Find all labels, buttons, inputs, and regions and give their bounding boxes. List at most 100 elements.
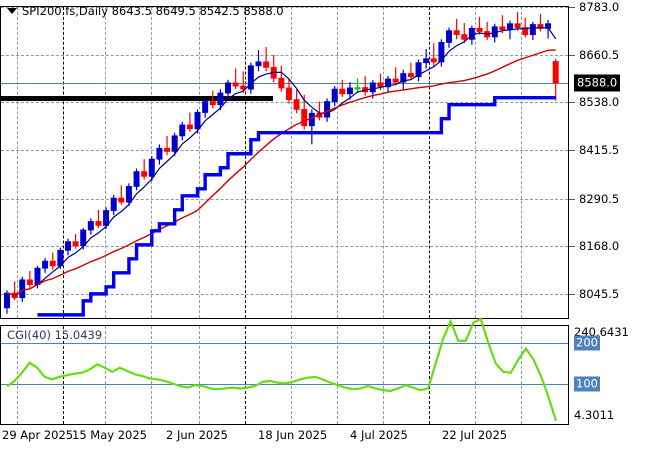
candlestick (430, 43, 437, 66)
candlestick (141, 159, 148, 180)
date-gridline (521, 326, 522, 424)
candlestick (240, 71, 247, 94)
current-price-line (1, 82, 568, 84)
candlestick (339, 79, 346, 97)
indicator-axis[interactable]: 240.6431 4.3011 200 100 (569, 325, 660, 425)
price-tick-mark (569, 150, 575, 152)
candlestick (385, 75, 392, 94)
price-tick-label: 8660.5 (579, 47, 620, 62)
candlestick (103, 207, 110, 230)
price-gridline (1, 246, 568, 248)
date-axis[interactable]: 29 Apr 2025 15 May 2025 2 Jun 2025 18 Jun 2… (0, 425, 660, 450)
candlestick (19, 276, 26, 303)
date-gridline (383, 7, 384, 318)
price-tick-mark (569, 102, 575, 104)
price-gridline (1, 54, 568, 56)
price-tick-label: 8045.5 (579, 287, 620, 302)
price-tick-label: 8538.0 (579, 95, 620, 110)
date-gridline (17, 7, 18, 318)
triangle-down-icon[interactable] (7, 8, 17, 14)
price-gridline (1, 294, 568, 296)
candlestick (438, 39, 445, 67)
symbol-period-quote: SPI200.fs,Daily 8643.5 8649.5 8542.5 858… (22, 4, 284, 18)
candlestick (514, 12, 521, 31)
cci-min-label: 4.3011 (574, 408, 615, 422)
candlestick (171, 132, 178, 157)
date-gridline (105, 7, 106, 318)
date-gridline (151, 326, 152, 424)
candlestick (362, 76, 369, 96)
candlestick (202, 98, 209, 118)
date-tick-label: 2 Jun 2025 (166, 428, 228, 442)
candlestick (392, 67, 399, 86)
candlestick (156, 144, 163, 165)
candlestick (209, 90, 216, 109)
candlestick (423, 49, 430, 69)
candlestick (217, 89, 224, 111)
month-separator (429, 326, 430, 424)
candlestick (415, 59, 422, 82)
price-tick-mark (569, 198, 575, 200)
price-gridline (1, 150, 568, 152)
price-tick-label: 8783.0 (579, 0, 620, 14)
candlestick (529, 21, 536, 41)
candlestick (11, 281, 18, 301)
candlestick (545, 19, 552, 39)
resistance-trendline[interactable] (1, 96, 273, 102)
candlestick (285, 79, 292, 104)
price-tick-mark (569, 7, 575, 8)
month-separator (245, 7, 246, 318)
date-gridline (199, 7, 200, 318)
date-gridline (383, 326, 384, 424)
candlestick (179, 121, 186, 141)
date-tick-label: 22 Jul 2025 (442, 428, 508, 442)
candlestick (270, 54, 277, 83)
date-gridline (475, 7, 476, 318)
candlestick (125, 183, 132, 206)
candlestick (42, 258, 49, 273)
date-gridline (337, 7, 338, 318)
price-gridline (1, 198, 568, 200)
candlestick (263, 47, 270, 72)
cci-level-line (1, 384, 568, 386)
cci-plot (6, 317, 558, 422)
price-tick-mark (569, 54, 575, 56)
price-tick-mark (569, 246, 575, 248)
price-chart-panel[interactable] (0, 6, 569, 319)
candlestick (194, 109, 201, 134)
date-gridline (337, 326, 338, 424)
candlestick (324, 98, 331, 122)
indicator-panel[interactable] (0, 317, 569, 425)
cci-level-label: 200 (574, 335, 600, 351)
price-axis[interactable]: 8783.0 8660.5 8538.0 8415.5 8290.5 8168.0 8045… (569, 0, 660, 319)
ma-fast-line (6, 27, 557, 297)
candlestick (64, 238, 71, 256)
cci-level-line (1, 342, 568, 344)
current-price-marker: 8588.0 (574, 74, 621, 92)
date-gridline (291, 7, 292, 318)
candlestick (400, 69, 407, 90)
date-gridline (105, 326, 106, 424)
price-tick-label: 8415.5 (579, 143, 620, 158)
candlestick (537, 14, 544, 32)
candlestick (26, 270, 33, 288)
chart-header: SPI200.fs,Daily 8643.5 8649.5 8542.5 858… (7, 4, 284, 18)
month-separator (245, 326, 246, 424)
candlestick (72, 233, 79, 249)
candlestick (87, 218, 94, 235)
candlestick (186, 112, 193, 132)
candlestick (278, 65, 285, 92)
candlestick (407, 62, 414, 80)
candlestick (461, 22, 468, 44)
candlestick (95, 209, 102, 229)
price-tick-mark (569, 294, 575, 296)
candlestick (247, 62, 254, 94)
candlestick (225, 79, 231, 99)
date-tick-label: 4 Jul 2025 (350, 428, 408, 442)
candlestick (118, 185, 125, 205)
candlestick (476, 16, 483, 35)
date-tick-label: 15 May 2025 (72, 428, 147, 442)
date-gridline (291, 326, 292, 424)
trailing-stop-line (37, 95, 556, 317)
